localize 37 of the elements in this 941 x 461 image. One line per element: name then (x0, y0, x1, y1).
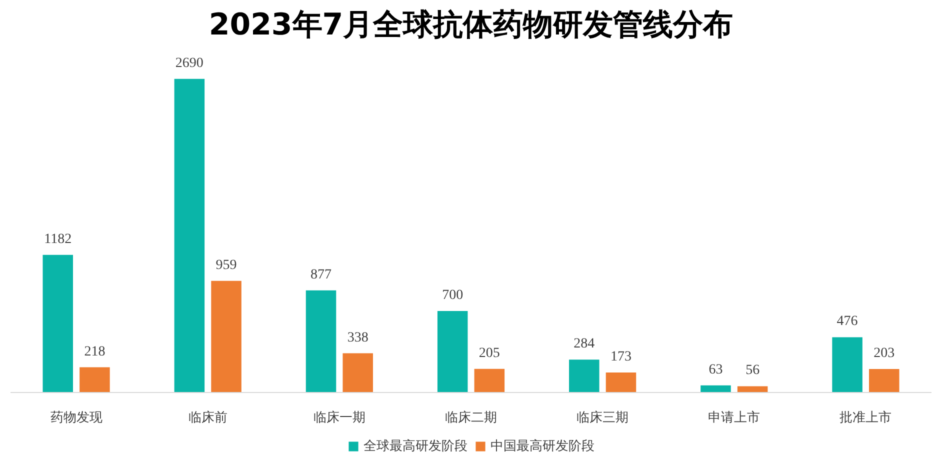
bar (211, 280, 242, 393)
data-label: 203 (874, 346, 895, 362)
data-label: 1182 (44, 232, 72, 247)
bar (832, 337, 862, 393)
bar (80, 367, 110, 393)
bar (474, 368, 505, 393)
data-label: 476 (836, 314, 858, 330)
bar (342, 353, 373, 393)
data-label: 338 (347, 330, 368, 346)
data-label: 877 (310, 267, 332, 282)
data-label: 205 (478, 346, 500, 361)
legend-label: 中国最高研发阶段 (490, 438, 594, 455)
x-tick-label: 药物发现 (50, 410, 102, 426)
x-tick-label: 临床一期 (313, 410, 366, 426)
bar (174, 78, 205, 393)
chart-title: 2023年7月全球抗体药物研发管线分布 (208, 8, 734, 42)
data-label: 284 (574, 336, 595, 352)
bar (569, 360, 600, 393)
x-tick-label: 临床二期 (445, 410, 497, 426)
bar (306, 290, 336, 393)
x-tick-label: 申请上市 (708, 410, 760, 426)
legend-label: 全球最高研发阶段 (364, 438, 468, 455)
data-label: 959 (216, 258, 237, 273)
bar (606, 372, 636, 393)
data-label: 218 (84, 344, 106, 360)
bar (42, 254, 73, 393)
data-label: 173 (610, 350, 632, 365)
bar (737, 386, 768, 393)
x-tick-label: 临床前 (188, 410, 228, 426)
data-label: 700 (442, 288, 464, 304)
bar (869, 369, 900, 393)
x-tick-label: 临床三期 (576, 410, 629, 426)
bar (437, 311, 468, 393)
data-label: 2690 (175, 56, 204, 71)
data-label: 63 (708, 362, 723, 378)
data-label: 56 (746, 363, 760, 378)
x-tick-label: 批准上市 (840, 410, 892, 426)
